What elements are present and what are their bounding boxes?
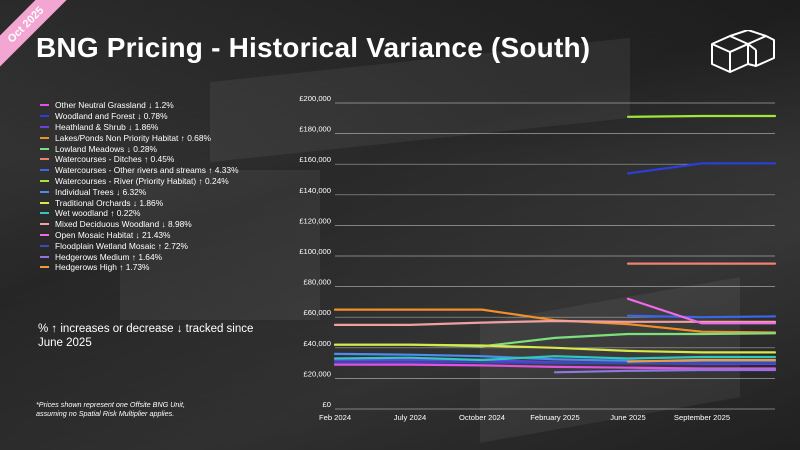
legend-swatch (40, 190, 49, 193)
legend-label: Lowland Meadows ↓ 0.28% (55, 143, 157, 154)
y-tick-label: £120,000 (299, 216, 331, 225)
y-tick-label: £0 (323, 400, 331, 409)
x-tick-label: September 2025 (674, 413, 730, 422)
y-tick-label: £180,000 (299, 125, 331, 134)
legend-label: Watercourses - Other rivers and streams … (55, 165, 239, 176)
y-tick-label: £80,000 (304, 278, 331, 287)
legend-label: Watercourses - River (Priority Habitat) … (55, 175, 229, 186)
logo-icon (711, 30, 775, 73)
legend-swatch (40, 201, 49, 204)
legend-swatch (40, 255, 49, 258)
series-line (626, 358, 777, 363)
y-tick-label: £40,000 (304, 339, 331, 348)
legend-item: Heathland & Shrub ↓ 1.86% (40, 122, 290, 133)
y-tick-label: £160,000 (299, 155, 331, 164)
legend-item: Mixed Deciduous Woodland ↓ 8.98% (40, 219, 290, 230)
series-line (333, 355, 777, 362)
legend-item: Wet woodland ↑ 0.22% (40, 208, 290, 219)
legend-swatch (40, 104, 49, 107)
series-line (333, 363, 777, 370)
legend-swatch (40, 244, 49, 247)
legend-swatch (40, 136, 49, 139)
legend-swatch (40, 125, 49, 128)
legend-label: Floodplain Wetland Mosaic ↑ 2.72% (55, 240, 188, 251)
legend-item: Hedgerows High ↑ 1.73% (40, 262, 290, 273)
legend-label: Mixed Deciduous Woodland ↓ 8.98% (55, 219, 192, 230)
legend-label: Traditional Orchards ↓ 1.86% (55, 197, 164, 208)
y-tick-label: £140,000 (299, 186, 331, 195)
legend-label: Other Neutral Grassland ↓ 1.2% (55, 100, 174, 111)
legend-label: Individual Trees ↓ 6.32% (55, 186, 147, 197)
y-tick-label: £100,000 (299, 247, 331, 256)
legend-item: Other Neutral Grassland ↓ 1.2% (40, 100, 290, 111)
x-tick-label: Feb 2024 (319, 413, 351, 422)
x-tick-label: February 2025 (530, 413, 579, 422)
legend-item: Traditional Orchards ↓ 1.86% (40, 197, 290, 208)
legend-item: Hedgerows Medium ↑ 1.64% (40, 251, 290, 262)
legend-label: Lakes/Ponds Non Priority Habitat ↑ 0.68% (55, 132, 211, 143)
tracking-note: % ↑ increases or decrease ↓ tracked sinc… (38, 323, 254, 349)
legend-label: Woodland and Forest ↓ 0.78% (55, 111, 168, 122)
series-line (333, 361, 777, 365)
legend-label: Heathland & Shrub ↓ 1.86% (55, 121, 159, 132)
legend-label: Hedgerows Medium ↑ 1.64% (55, 251, 163, 262)
legend-swatch (40, 158, 49, 161)
legend-item: Floodplain Wetland Mosaic ↑ 2.72% (40, 240, 290, 251)
y-tick-label: £20,000 (304, 369, 331, 378)
legend-label: Watercourses - Ditches ↑ 0.45% (55, 154, 175, 165)
x-tick-label: October 2024 (459, 413, 505, 422)
chart-legend: Other Neutral Grassland ↓ 1.2% Woodland a… (40, 100, 290, 273)
series-line (553, 368, 777, 374)
legend-item: Lowland Meadows ↓ 0.28% (40, 143, 290, 154)
legend-swatch (40, 179, 49, 182)
series-line (626, 114, 777, 118)
legend-item: Watercourses - River (Priority Habitat) … (40, 176, 290, 187)
series-line (333, 319, 777, 326)
x-tick-label: July 2024 (394, 413, 427, 422)
page-title: BNG Pricing - Historical Variance (South… (36, 32, 591, 63)
series-line (626, 314, 777, 319)
y-tick-label: £200,000 (299, 94, 331, 103)
legend-swatch (40, 233, 49, 236)
y-tick-label: £60,000 (304, 308, 331, 317)
legend-item: Watercourses - Other rivers and streams … (40, 165, 290, 176)
series-line (626, 297, 777, 325)
series-line (333, 343, 777, 354)
legend-swatch (40, 212, 49, 215)
legend-swatch (40, 147, 49, 150)
legend-item: Lakes/Ponds Non Priority Habitat ↑ 0.68% (40, 132, 290, 143)
legend-label: Wet woodland ↑ 0.22% (55, 208, 141, 219)
legend-item: Open Mosaic Habitat ↓ 21.43% (40, 230, 290, 241)
legend-label: Hedgerows High ↑ 1.73% (55, 262, 150, 273)
legend-swatch (40, 115, 49, 118)
legend-item: Individual Trees ↓ 6.32% (40, 186, 290, 197)
legend-item: Woodland and Forest ↓ 0.78% (40, 111, 290, 122)
series-line (626, 162, 777, 175)
legend-item: Watercourses - Ditches ↑ 0.45% (40, 154, 290, 165)
legend-label: Open Mosaic Habitat ↓ 21.43% (55, 229, 171, 240)
x-tick-label: June 2025 (610, 413, 645, 422)
legend-swatch (40, 169, 49, 172)
legend-swatch (40, 266, 49, 269)
pricing-footnote: *Prices shown represent one Offsite BNG … (36, 400, 186, 418)
legend-swatch (40, 223, 49, 226)
